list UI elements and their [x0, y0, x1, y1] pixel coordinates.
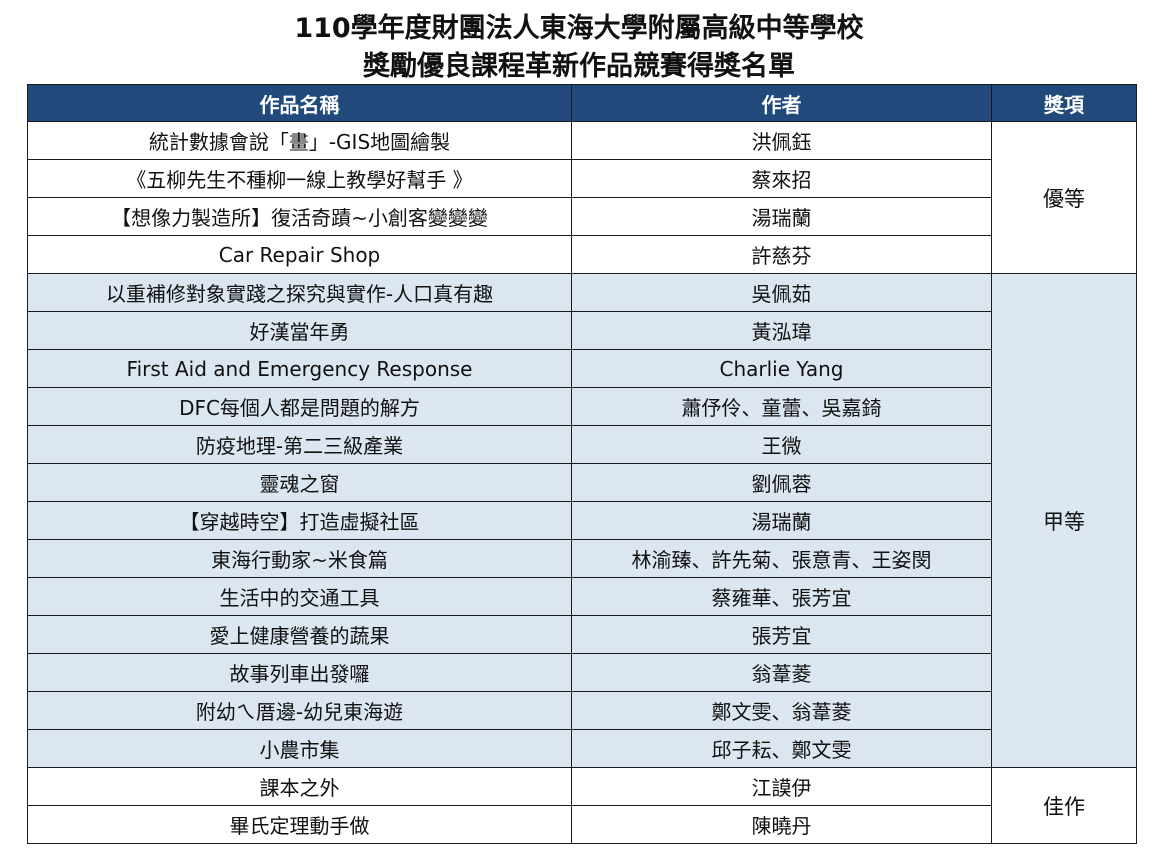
table-row: 畢氏定理動手做 陳曉丹: [27, 805, 1137, 844]
work-title-cell: 靈魂之窗: [27, 463, 572, 502]
work-title-cell: 附幼ㄟ厝邊-幼兒東海遊: [27, 691, 572, 730]
author-cell: 許慈芬: [571, 235, 992, 274]
work-title-cell: DFC每個人都是問題的解方: [27, 387, 572, 426]
author-cell: 邱子耘、鄭文雯: [571, 729, 992, 768]
work-title-cell: 東海行動家~米食篇: [27, 539, 572, 578]
work-title-cell: 防疫地理-第二三級產業: [27, 425, 572, 464]
work-title-cell: 【想像力製造所】復活奇蹟~小創客變變變: [27, 197, 572, 236]
work-title-cell: 畢氏定理動手做: [27, 805, 572, 844]
author-cell: 王微: [571, 425, 992, 464]
table-row: 東海行動家~米食篇 林渝臻、許先菊、張意青、王姿閔: [27, 539, 1137, 578]
author-cell: 蔡雍華、張芳宜: [571, 577, 992, 616]
work-title-cell: 生活中的交通工具: [27, 577, 572, 616]
award-table: 作品名稱 作者 獎項 統計數據會說「畫」-GIS地圖繪製 洪佩鈺 優等 《五柳先生不種…: [27, 84, 1137, 844]
work-title-cell: Car Repair Shop: [27, 235, 572, 274]
author-cell: Charlie Yang: [571, 349, 992, 388]
work-title-cell: 以重補修對象實踐之探究與實作-人口真有趣: [27, 273, 572, 312]
author-cell: 蔡來招: [571, 159, 992, 198]
author-cell: 林渝臻、許先菊、張意青、王姿閔: [571, 539, 992, 578]
header-award: 獎項: [991, 84, 1137, 122]
work-title-cell: 【穿越時空】打造虛擬社區: [27, 501, 572, 540]
work-title-cell: First Aid and Emergency Response: [27, 349, 572, 388]
author-cell: 黃泓瑋: [571, 311, 992, 350]
table-row: DFC每個人都是問題的解方 蕭伃伶、童蕾、吳嘉錡: [27, 387, 1137, 426]
award-cell: 甲等: [991, 273, 1137, 768]
work-title-cell: 好漢當年勇: [27, 311, 572, 350]
author-cell: 吳佩茹: [571, 273, 992, 312]
author-cell: 湯瑞蘭: [571, 501, 992, 540]
table-row: 【穿越時空】打造虛擬社區 湯瑞蘭: [27, 501, 1137, 540]
table-row: Car Repair Shop 許慈芬: [27, 235, 1137, 274]
header-author: 作者: [571, 84, 992, 122]
table-row: 附幼ㄟ厝邊-幼兒東海遊 鄭文雯、翁葦菱: [27, 691, 1137, 730]
work-title-cell: 愛上健康營養的蔬果: [27, 615, 572, 654]
header-row: 作品名稱 作者 獎項: [27, 84, 1137, 122]
author-cell: 江謨伊: [571, 767, 992, 806]
table-row: 故事列車出發囉 翁葦菱: [27, 653, 1137, 692]
table-row: 愛上健康營養的蔬果 張芳宜: [27, 615, 1137, 654]
author-cell: 陳曉丹: [571, 805, 992, 844]
author-cell: 洪佩鈺: [571, 121, 992, 160]
award-cell: 佳作: [991, 767, 1137, 844]
table-row: 統計數據會說「畫」-GIS地圖繪製 洪佩鈺 優等: [27, 121, 1137, 274]
author-cell: 翁葦菱: [571, 653, 992, 692]
award-cell: 優等: [991, 121, 1137, 274]
table-row: 靈魂之窗 劉佩蓉: [27, 463, 1137, 502]
table-row: 防疫地理-第二三級產業 王微: [27, 425, 1137, 464]
table-row: 小農市集 邱子耘、鄭文雯: [27, 729, 1137, 768]
table-row: 【想像力製造所】復活奇蹟~小創客變變變 湯瑞蘭: [27, 197, 1137, 236]
author-cell: 蕭伃伶、童蕾、吳嘉錡: [571, 387, 992, 426]
work-title-cell: 小農市集: [27, 729, 572, 768]
table-row: 好漢當年勇 黃泓瑋: [27, 311, 1137, 350]
author-cell: 鄭文雯、翁葦菱: [571, 691, 992, 730]
table-row: 生活中的交通工具 蔡雍華、張芳宜: [27, 577, 1137, 616]
work-title-cell: 統計數據會說「畫」-GIS地圖繪製: [27, 121, 572, 160]
table-row: 課本之外 江謨伊 佳作: [27, 767, 1137, 844]
document-title: 110學年度財團法人東海大學附屬高級中等學校: [294, 13, 864, 44]
work-title-cell: 《五柳先生不種柳一線上教學好幫手 》: [27, 159, 572, 198]
table-row: 《五柳先生不種柳一線上教學好幫手 》蔡來招: [27, 159, 1137, 198]
table-row: 以重補修對象實踐之探究與實作-人口真有趣 吳佩茹 甲等: [27, 273, 1137, 768]
document-subtitle: 獎勵優良課程革新作品競賽得獎名單: [363, 51, 795, 82]
work-title-cell: 課本之外: [27, 767, 572, 806]
author-cell: 湯瑞蘭: [571, 197, 992, 236]
work-title-cell: 故事列車出發囉: [27, 653, 572, 692]
author-cell: 張芳宜: [571, 615, 992, 654]
header-work-title: 作品名稱: [27, 84, 572, 122]
author-cell: 劉佩蓉: [571, 463, 992, 502]
table-row: First Aid and Emergency Response Charlie …: [27, 349, 1137, 388]
